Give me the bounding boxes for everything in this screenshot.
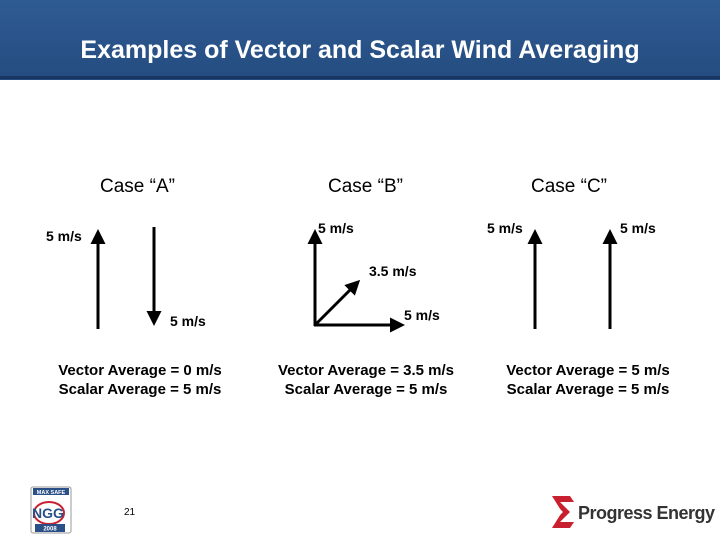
- case-c-vector-average: Vector Average = 5 m/s: [506, 362, 670, 379]
- case-c-scalar-average: Scalar Average = 5 m/s: [506, 381, 670, 398]
- case-b-label-up: 5 m/s: [318, 220, 354, 236]
- case-a-label-up: 5 m/s: [46, 228, 82, 244]
- title-bar-divider: [0, 76, 720, 79]
- case-a-scalar-average: Scalar Average = 5 m/s: [58, 381, 222, 398]
- case-c-title: Case “C”: [531, 176, 608, 197]
- case-a-vector-average: Vector Average = 0 m/s: [58, 362, 222, 379]
- title-bar: [0, 0, 720, 80]
- case-b-scalar-average: Scalar Average = 5 m/s: [284, 381, 448, 398]
- case-a-title: Case “A”: [100, 176, 175, 197]
- case-a-label-down: 5 m/s: [170, 313, 206, 329]
- ngg-logo-icon: MAX SAFE NGG 2008: [30, 486, 72, 534]
- case-b-label-right: 5 m/s: [404, 307, 440, 323]
- case-b-title: Case “B”: [328, 176, 403, 197]
- case-c-label-right: 5 m/s: [620, 220, 656, 236]
- brand-name: Progress Energy: [578, 503, 715, 523]
- ngg-logo-year-text: 2008: [43, 527, 57, 533]
- case-b-label-diagonal: 3.5 m/s: [369, 263, 417, 279]
- case-b-vector-average: Vector Average = 3.5 m/s: [277, 362, 455, 379]
- slide-title: Examples of Vector and Scalar Wind Avera…: [80, 36, 640, 64]
- case-c-label-left: 5 m/s: [487, 220, 523, 236]
- progress-energy-logo-icon: [552, 496, 574, 528]
- ngg-logo-main-text: NGG: [32, 505, 64, 521]
- page-number: 21: [124, 507, 136, 518]
- ngg-logo-top-text: MAX SAFE: [37, 490, 66, 496]
- case-b-arrow-diagonal: [313, 279, 361, 327]
